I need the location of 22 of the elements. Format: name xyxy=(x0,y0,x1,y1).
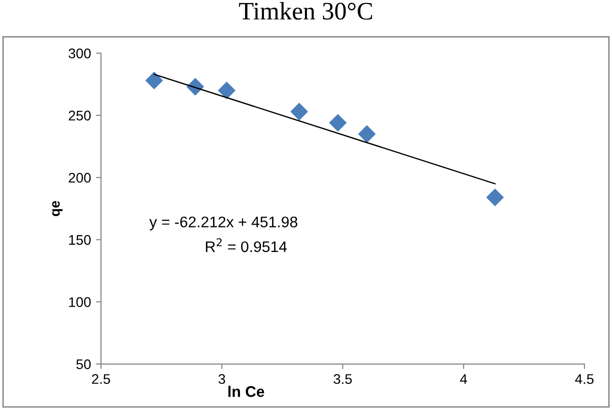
x-tick-label: 3.5 xyxy=(334,374,352,384)
y-tick-label: 50 xyxy=(76,359,91,370)
y-tick-label: 200 xyxy=(68,172,91,183)
point xyxy=(290,103,308,120)
point xyxy=(146,72,163,90)
y-tick-label: 300 xyxy=(68,48,91,58)
y-tick-label: 250 xyxy=(68,110,91,121)
y-tick-label: 100 xyxy=(69,297,91,308)
point xyxy=(218,82,236,100)
y-axis-title: qe xyxy=(52,200,63,216)
point xyxy=(358,125,376,143)
annotation: y = -62.212x + 451.98 xyxy=(149,216,298,230)
point xyxy=(486,188,504,206)
x-tick-label: 3 xyxy=(218,374,226,384)
x-tick-label: 4.5 xyxy=(575,374,594,384)
y-tick-label: 150 xyxy=(69,235,91,245)
annotation: R$^{2}$ = 0.9514 xyxy=(206,238,287,252)
chart-title: Timken 30°C xyxy=(239,2,372,20)
x-tick-label: 4 xyxy=(460,374,468,384)
x-axis-title: ln Ce xyxy=(228,386,264,397)
x-tick-label: 2.5 xyxy=(92,374,110,384)
point xyxy=(329,114,346,132)
